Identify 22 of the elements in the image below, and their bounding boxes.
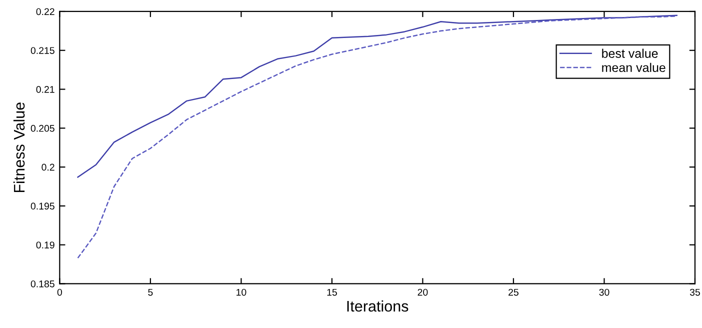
y-tick-label: 0.21: [36, 86, 54, 93]
y-tick-label: 0.22: [36, 8, 54, 16]
line-series: [77, 14, 678, 178]
y-tick-label: 0.215: [30, 47, 54, 54]
x-axis-title: Iterations: [347, 300, 408, 312]
x-tick-label: 5: [148, 288, 153, 296]
legend-label: best value: [602, 48, 658, 58]
line-series: [77, 16, 678, 259]
y-tick-label: 0.2: [42, 164, 54, 171]
y-tick-label: 0.19: [36, 242, 54, 248]
y-tick-label: 0.185: [30, 280, 54, 288]
x-tick-label: 0: [57, 288, 62, 296]
x-tick-label: 15: [327, 288, 337, 296]
y-tick-label: 0.205: [30, 124, 54, 132]
y-axis-title: Fitness Value: [13, 102, 25, 192]
x-tick-label: 35: [690, 288, 700, 296]
x-tick-label: 20: [418, 288, 428, 296]
legend-label: mean value: [602, 62, 666, 72]
x-tick-label: 10: [236, 288, 246, 296]
x-tick-label: 25: [508, 288, 518, 296]
x-tick-label: 30: [599, 288, 610, 296]
y-tick-label: 0.195: [30, 202, 54, 210]
